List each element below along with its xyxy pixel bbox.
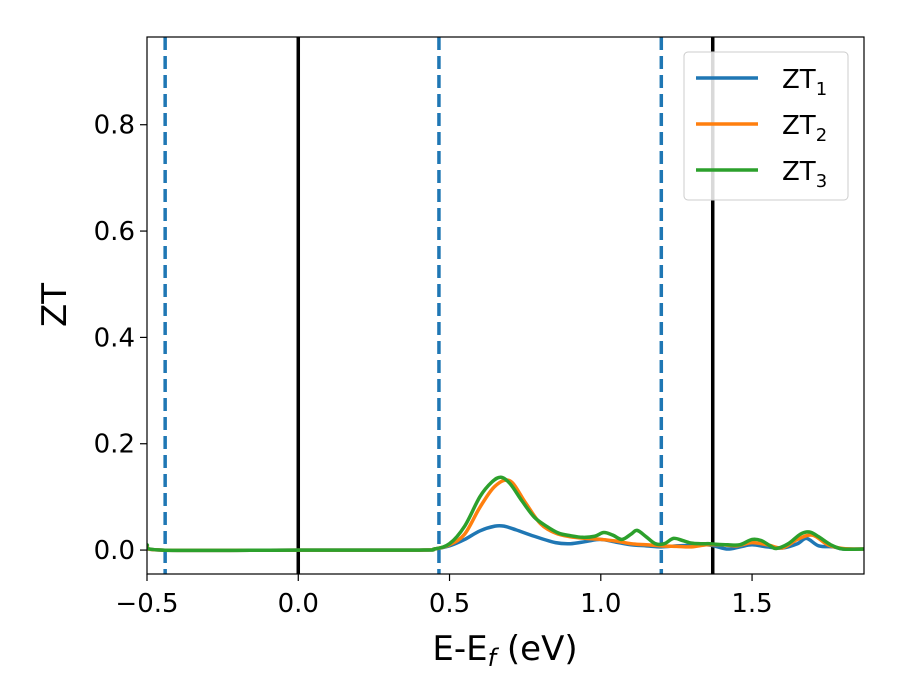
legend: ZT1 ZT2 ZT3 bbox=[683, 51, 849, 201]
y-tick-label: 0.4 bbox=[94, 323, 135, 353]
y-tick-label: 0.8 bbox=[94, 111, 135, 141]
y-tick-label: 0.2 bbox=[94, 430, 135, 460]
x-axis-label-main: E-E bbox=[432, 629, 487, 669]
y-axis-label: ZT bbox=[35, 283, 75, 327]
plot-frame bbox=[146, 36, 865, 575]
series-lines bbox=[147, 475, 864, 553]
x-tick-label: 1.0 bbox=[580, 589, 621, 619]
x-axis-label-unit: (eV) bbox=[496, 629, 578, 669]
x-tick-label: 1.5 bbox=[731, 589, 772, 619]
y-axis-ticks: 0.0 0.2 0.4 0.6 0.8 bbox=[94, 111, 147, 566]
x-axis-ticks: −0.5 0.0 0.5 1.0 1.5 bbox=[115, 574, 773, 619]
legend-box bbox=[683, 51, 849, 201]
legend-label-2: ZT2 bbox=[782, 111, 827, 146]
x-tick-label: 0.0 bbox=[278, 589, 319, 619]
y-tick-label: 0.6 bbox=[94, 217, 135, 247]
x-tick-label: −0.5 bbox=[115, 589, 178, 619]
legend-label-3: ZT3 bbox=[782, 157, 827, 192]
y-tick-label: 0.0 bbox=[94, 536, 135, 566]
x-axis-label: E-Ef (eV) bbox=[432, 629, 577, 672]
x-tick-label: 0.5 bbox=[429, 589, 470, 619]
legend-label-1: ZT1 bbox=[782, 65, 827, 100]
series-line-3 bbox=[147, 475, 864, 553]
